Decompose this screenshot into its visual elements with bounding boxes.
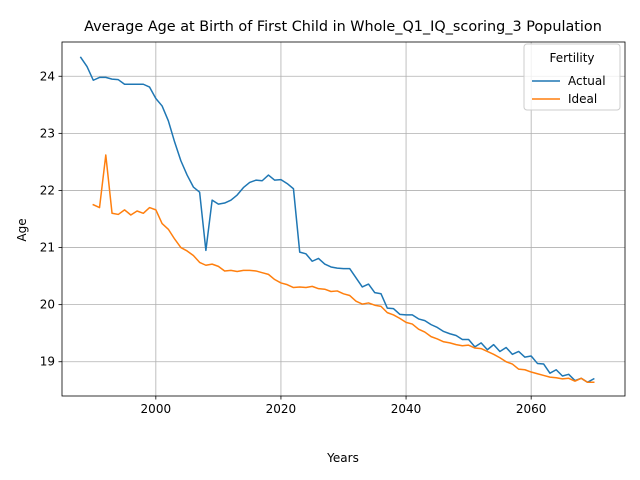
x-tick-label: 2020	[266, 402, 297, 416]
legend: Fertility Actual Ideal	[523, 43, 621, 111]
y-axis-label: Age	[15, 218, 29, 241]
y-tick-label: 21	[40, 241, 55, 255]
legend-box	[523, 43, 621, 111]
x-tick-label: 2040	[391, 402, 422, 416]
x-tick-label: 2060	[516, 402, 547, 416]
chart-title: Average Age at Birth of First Child in W…	[84, 19, 602, 35]
x-axis-label: Years	[326, 451, 359, 465]
series-line-ideal	[92, 154, 595, 384]
series-lines	[79, 56, 595, 384]
legend-label-ideal: Ideal	[568, 92, 597, 106]
y-tick-label: 23	[40, 126, 55, 140]
y-tick-label: 20	[40, 298, 55, 312]
axis-ticks: 2000 2020 2040 2060 19 20 21 22 23 24	[40, 69, 547, 416]
y-tick-label: 19	[40, 355, 55, 369]
y-tick-label: 24	[40, 69, 55, 83]
plot-frame	[61, 41, 626, 397]
y-tick-label: 22	[40, 183, 55, 197]
legend-label-actual: Actual	[568, 74, 606, 88]
series-line-actual	[79, 56, 595, 384]
x-tick-label: 2000	[141, 402, 172, 416]
legend-title: Fertility	[549, 51, 594, 65]
